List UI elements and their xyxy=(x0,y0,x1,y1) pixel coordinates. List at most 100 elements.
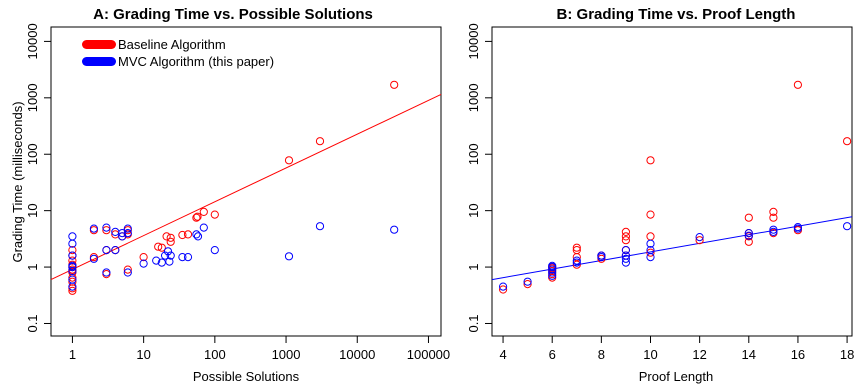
legend-label-mvc: MVC Algorithm (this paper) xyxy=(118,54,274,69)
panel-b-mvc-point xyxy=(597,251,606,260)
panel-b-y-tick-label: 100 xyxy=(466,143,481,165)
panel-b-y-ticks: 0.1 1 10 100 1000 10000 xyxy=(466,23,493,333)
panel-a-x-tick-label: 1 xyxy=(69,347,76,362)
panel-a-mvc-point xyxy=(102,223,111,232)
panel-b-y-tick-label: 0.1 xyxy=(466,314,481,332)
panel-a-x-ticks: 1 10 100 1000 10000 100000 xyxy=(69,335,450,362)
panel-a-y-tick-label: 1 xyxy=(25,263,40,270)
panel-b-mvc-point xyxy=(548,271,557,280)
panel-b-mvc-point xyxy=(499,282,508,291)
panel-a-baseline-point xyxy=(154,242,163,251)
panel-b-baseline-point xyxy=(695,236,704,245)
panel-b-mvc-point xyxy=(646,253,655,262)
panel-a-mvc-point xyxy=(68,251,77,260)
panel-a-x-tick-label: 100000 xyxy=(407,347,450,362)
panel-b-y-tick-label: 1 xyxy=(466,263,481,270)
panel-b-x-tick-label: 14 xyxy=(742,347,756,362)
panel-b-baseline-point xyxy=(621,232,631,241)
panel-a-x-tick-label: 100 xyxy=(204,347,226,362)
panel-a-mvc-point xyxy=(210,246,219,255)
panel-b-baseline-point xyxy=(646,156,655,165)
panel-a-mvc-point xyxy=(284,252,294,261)
panel-b-x-tick-label: 10 xyxy=(643,347,657,362)
panel-b-baseline-point xyxy=(744,213,753,222)
panel-a-x-axis-label: Possible Solutions xyxy=(193,369,300,384)
panel-a-y-axis-label: Grading Time (milliseconds) xyxy=(10,101,25,262)
panel-a-y-tick-label: 10000 xyxy=(25,23,40,59)
panel-a-mvc-point xyxy=(68,232,77,241)
panel-b-mvc-point xyxy=(572,256,581,265)
panel-b-mvc-point xyxy=(793,223,803,232)
legend-label-baseline: Baseline Algorithm xyxy=(118,37,226,52)
panel-b-baseline-point xyxy=(646,232,655,241)
panel-a-y-ticks: 0.1 1 10 100 1000 10000 xyxy=(25,23,52,333)
panel-a-x-tick-label: 10 xyxy=(136,347,150,362)
panel-a-x-tick-label: 10000 xyxy=(339,347,375,362)
panel-a-mvc-point xyxy=(123,229,132,238)
panel-b-x-tick-label: 8 xyxy=(598,347,605,362)
panel-a-mvc-point xyxy=(161,251,170,260)
panel-b-baseline-point xyxy=(793,80,803,89)
panel-a-baseline-point xyxy=(183,230,193,239)
panel-b-x-ticks: 4 6 8 10 12 14 16 18 xyxy=(499,335,854,362)
panel-a-baseline-point xyxy=(166,237,175,246)
panel-b-x-tick-label: 4 xyxy=(499,347,506,362)
panel-a-baseline-point xyxy=(68,273,77,282)
panel-a-mvc-point xyxy=(102,246,111,255)
panel-b-baseline-point xyxy=(572,243,581,252)
panel-a-mvc-point xyxy=(68,275,77,284)
panel-b-baseline-point xyxy=(621,236,631,245)
panel-b-baseline-point xyxy=(523,280,532,289)
panel-a-mvc-point xyxy=(390,225,399,234)
panel-a-baseline-point xyxy=(210,210,219,219)
panel-b-baseline-point xyxy=(621,227,631,236)
panel-b-points xyxy=(499,80,852,294)
panel-a-mvc-point xyxy=(102,268,111,277)
panel-b-x-tick-label: 12 xyxy=(692,347,706,362)
panel-a-fit-line xyxy=(50,93,442,281)
panel-b-mvc-point xyxy=(621,246,631,255)
panel-a-mvc-point xyxy=(68,282,77,291)
panel-a-baseline-point xyxy=(199,207,208,216)
legend: Baseline Algorithm MVC Algorithm (this p… xyxy=(82,37,274,69)
panel-a-baseline-point xyxy=(89,226,99,235)
panel-a-mvc-point xyxy=(152,256,161,265)
panel-a-baseline-point xyxy=(192,213,201,222)
panel-a-plot-frame xyxy=(50,26,442,337)
panel-b-baseline-point xyxy=(769,213,778,222)
panel-a-mvc-point xyxy=(123,224,132,233)
panel-b-mvc-point xyxy=(744,229,753,238)
panel-b-title: B: Grading Time vs. Proof Length xyxy=(557,6,796,23)
panel-a-mvc-point xyxy=(118,229,127,238)
panel-a-baseline-point xyxy=(68,277,77,286)
panel-a-y-tick-label: 100 xyxy=(25,143,40,165)
panel-a-baseline-point xyxy=(315,137,325,146)
panel-a-baseline-point xyxy=(139,253,148,262)
panel-a-title: A: Grading Time vs. Possible Solutions xyxy=(93,6,373,23)
panel-a-y-tick-label: 0.1 xyxy=(25,314,40,332)
panel-b-mvc-point xyxy=(769,225,778,234)
panel-b-baseline-point xyxy=(843,137,852,146)
panel-b-mvc-point xyxy=(523,277,532,286)
panel-a-mvc-point xyxy=(192,230,201,239)
panel-a-baseline-point xyxy=(284,156,294,165)
panel-a-mvc-point xyxy=(193,232,203,241)
panel-b-mvc-point xyxy=(843,222,852,231)
panel-a-mvc-point xyxy=(199,223,208,232)
panel-a-baseline-point xyxy=(123,265,132,274)
panel-b-baseline-point xyxy=(744,237,753,246)
panel-a-mvc-point xyxy=(68,266,77,276)
panel-a-baseline-point xyxy=(68,256,77,265)
panel-a-mvc-point xyxy=(68,261,77,270)
panel-b-mvc-point xyxy=(744,231,753,240)
panel-b-y-tick-label: 10000 xyxy=(466,23,481,59)
panel-a-mvc-point xyxy=(315,222,325,231)
panel-a: A: Grading Time vs. Possible Solutions P… xyxy=(10,6,450,384)
panel-b-y-tick-label: 1000 xyxy=(466,83,481,112)
panel-a-regression-line xyxy=(50,93,442,281)
panel-b-baseline-point xyxy=(572,246,581,255)
panel-a-y-tick-label: 10 xyxy=(25,203,40,217)
legend-swatch-mvc xyxy=(82,57,116,66)
panel-a-baseline-point xyxy=(390,80,399,89)
